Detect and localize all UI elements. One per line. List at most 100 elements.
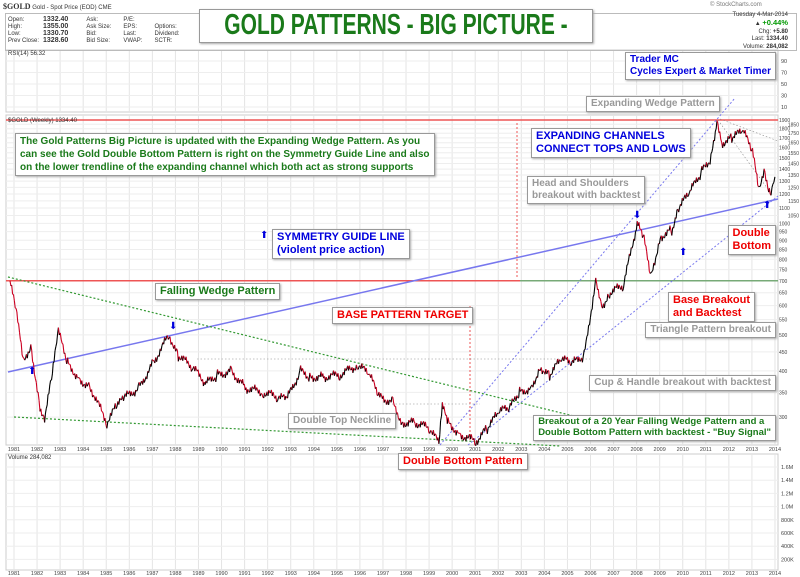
price-segment [716, 120, 719, 124]
price-segment [298, 370, 301, 376]
price-segment [675, 209, 678, 219]
x-tick-label: 1989 [192, 571, 204, 577]
cup-handle-label: Cup & Handle breakout with backtest [589, 375, 776, 391]
x-tick-label: 2011 [700, 447, 712, 453]
price-segment [759, 182, 762, 187]
price-segment [82, 384, 85, 387]
price-segment [771, 183, 774, 188]
y-tick-label: 850 [779, 248, 788, 254]
price-segment [92, 394, 95, 398]
x-tick-label: 1984 [77, 571, 89, 577]
price-segment [160, 345, 163, 352]
price-segment [136, 389, 138, 392]
price-segment [313, 377, 316, 381]
price-segment [81, 380, 84, 387]
price-segment [546, 370, 549, 375]
price-segment [560, 359, 563, 362]
price-segment [651, 269, 654, 272]
label-line: Double Bottom Pattern with backtest - "B… [538, 426, 771, 438]
price-segment [9, 280, 12, 286]
price-segment [250, 386, 253, 393]
price-segment [720, 138, 723, 143]
price-segment [119, 397, 122, 400]
price-segment [717, 123, 720, 133]
price-segment [703, 164, 705, 166]
price-segment [169, 336, 172, 345]
rsi-tick-label: 50 [781, 82, 787, 88]
price-segment [632, 238, 635, 246]
price-segment [501, 405, 504, 408]
intro-note: The Gold Patterns Big Picture is updated… [15, 133, 435, 176]
x-tick-label: 1993 [285, 571, 297, 577]
label-line: Double [732, 227, 770, 239]
label-line: Breakout of a 20 Year Falling Wedge Patt… [538, 416, 765, 427]
price-segment [390, 396, 393, 403]
price-segment [508, 407, 511, 412]
x-tick-label: 2005 [561, 447, 573, 453]
price-segment [45, 404, 48, 409]
x-tick-label: 1987 [146, 571, 158, 577]
price-segment [658, 238, 661, 244]
price-segment [345, 368, 348, 371]
quote-cell: Last: [123, 30, 137, 37]
price-segment [247, 389, 250, 392]
quote-summary: Tuesday 4-Mar-2014 ▲ +0.44% Chg: +5.80 L… [693, 12, 788, 51]
quote-table: Open: 1332.40 Ask: P/E: High: 1355.00 Ask Size… [8, 16, 183, 44]
x-tick-label: 2014 [769, 571, 781, 577]
price-segment [164, 337, 167, 341]
price-segment [520, 389, 522, 392]
price-segment [600, 301, 603, 308]
y-tick-label: 900 [779, 238, 788, 244]
quote-cell [146, 16, 154, 23]
x-tick-label: 2010 [677, 571, 689, 577]
price-segment [715, 120, 718, 129]
label-line: breakout with backtest [532, 190, 641, 201]
price-segment [647, 259, 649, 262]
price-segment [49, 380, 52, 386]
price-segment [438, 434, 441, 444]
up-arrow-icon: ⬆ [28, 366, 36, 377]
price-segment [582, 349, 585, 357]
x-tick-label: 1983 [54, 447, 66, 453]
x-tick-label: 2003 [515, 571, 527, 577]
price-segment [622, 282, 625, 289]
quote-cell: Ask Size: [86, 23, 112, 30]
price-segment [293, 384, 296, 389]
price-segment [553, 363, 556, 371]
price-segment [647, 260, 650, 272]
price-segment [714, 128, 717, 132]
price-segment [687, 192, 690, 196]
price-segment [13, 300, 16, 308]
price-segment [272, 392, 275, 397]
price-segment [741, 130, 743, 133]
price-segment [528, 387, 531, 391]
price-segment [97, 400, 100, 402]
price-segment [424, 421, 427, 428]
price-segment [60, 339, 63, 344]
x-tick-label: 2000 [446, 447, 458, 453]
price-segment [638, 222, 641, 229]
price-segment [26, 351, 29, 359]
quote-cell: Bid Size: [86, 37, 111, 44]
price-segment [17, 322, 20, 324]
price-segment [235, 377, 238, 380]
price-segment [756, 173, 759, 186]
y-tick-label: 1750 [788, 131, 799, 137]
price-segment [643, 234, 646, 245]
price-segment [510, 398, 513, 406]
price-segment [268, 390, 271, 393]
quote-cell: Dividend: [154, 30, 180, 37]
price-segment [773, 176, 776, 183]
label-line: CONNECT TOPS AND LOWS [536, 143, 686, 156]
price-segment [64, 352, 67, 360]
price-segment [713, 131, 716, 142]
x-tick-label: 1996 [354, 571, 366, 577]
intro-line: can see the Gold Double Bottom Pattern i… [20, 149, 430, 160]
price-segment [723, 143, 726, 147]
price-segment [304, 371, 307, 379]
x-tick-label: 2003 [515, 447, 527, 453]
price-segment [646, 251, 649, 261]
price-segment [33, 373, 36, 379]
price-segment [641, 235, 644, 238]
price-segment [739, 128, 742, 134]
